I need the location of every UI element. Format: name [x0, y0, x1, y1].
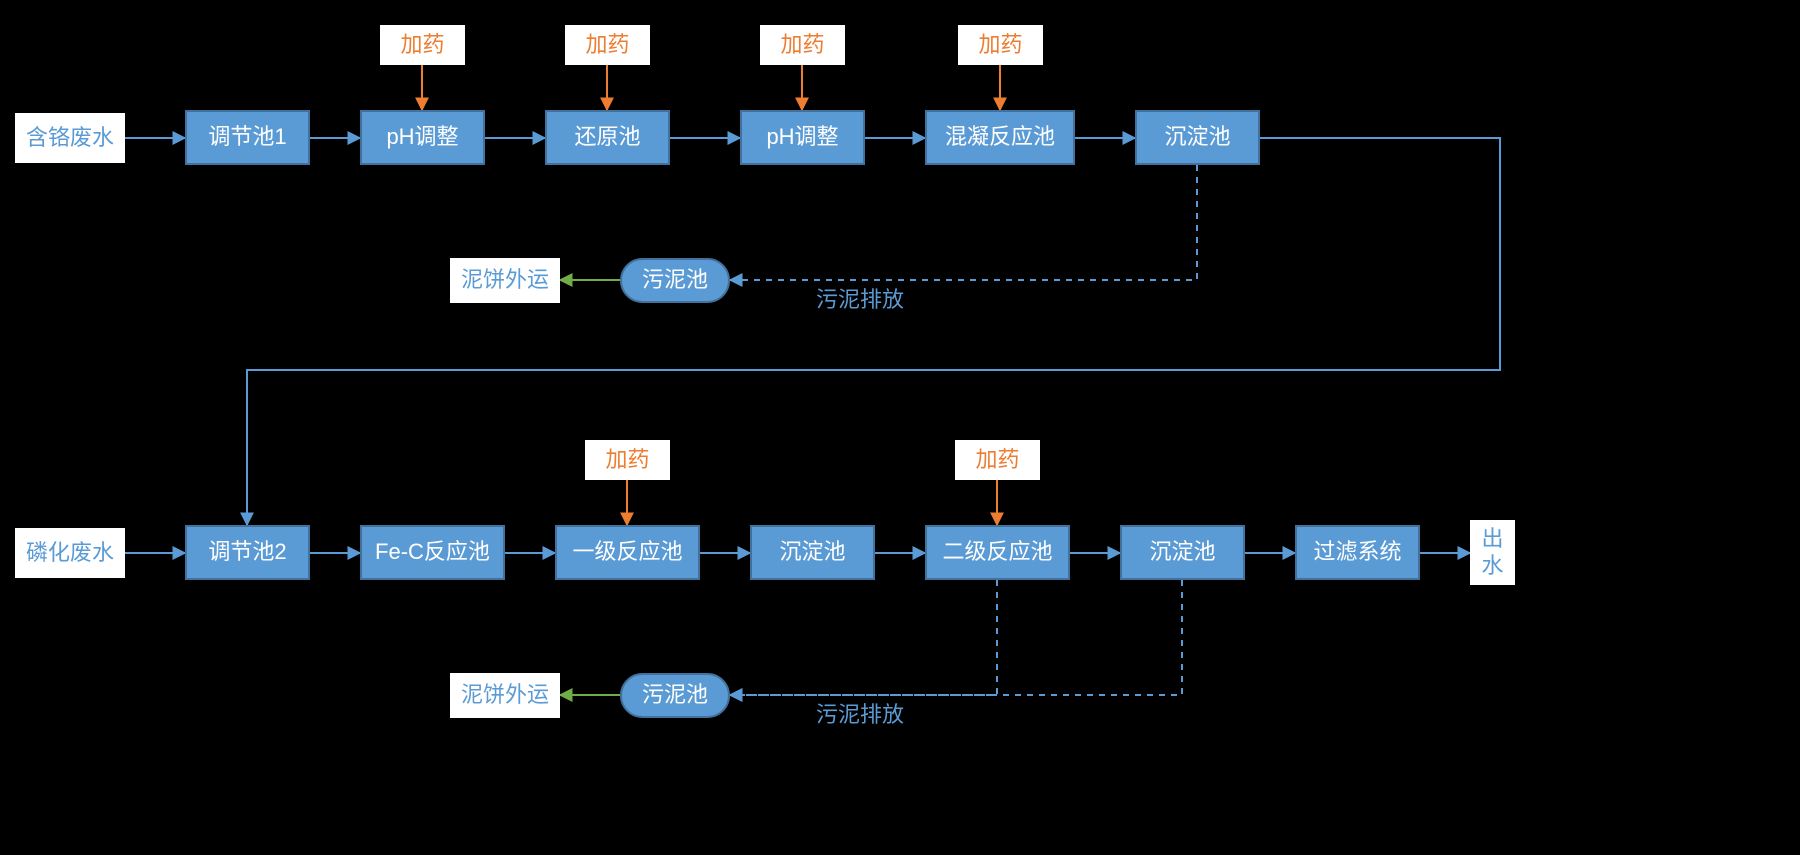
node-sludge1: 污泥池 — [620, 258, 730, 303]
node-label: 加药 — [975, 447, 1019, 473]
node-r2_5: 二级反应池 — [925, 525, 1070, 580]
edge-10 — [730, 165, 1197, 280]
node-r1_3: 还原池 — [545, 110, 670, 165]
node-label: 泥饼外运 — [461, 267, 549, 293]
node-label: 沉淀池 — [1164, 124, 1230, 150]
node-m5: 加药 — [585, 440, 670, 480]
node-label: 污泥池 — [642, 682, 708, 708]
node-label: pH调整 — [386, 124, 458, 150]
node-label: 调节池1 — [208, 124, 286, 150]
node-label: 泥饼外运 — [461, 682, 549, 708]
node-r1_2: pH调整 — [360, 110, 485, 165]
edge-24 — [730, 580, 1182, 695]
node-m2: 加药 — [565, 25, 650, 65]
node-disch2: 污泥排放 — [800, 700, 920, 730]
node-r2_1: 调节池2 — [185, 525, 310, 580]
edge-23 — [730, 580, 997, 695]
node-cake1: 泥饼外运 — [450, 258, 560, 303]
node-label: 含铬废水 — [26, 125, 114, 151]
edge-12 — [247, 138, 1500, 525]
node-label: 污泥排放 — [816, 702, 904, 728]
node-label: 还原池 — [574, 124, 640, 150]
node-r2_2: Fe-C反应池 — [360, 525, 505, 580]
node-r2_7: 过滤系统 — [1295, 525, 1420, 580]
node-label: 一级反应池 — [572, 539, 682, 565]
node-r1_5: 混凝反应池 — [925, 110, 1075, 165]
node-label: 加药 — [400, 32, 444, 58]
node-r2_4: 沉淀池 — [750, 525, 875, 580]
node-label: 过滤系统 — [1313, 539, 1401, 565]
node-label: 污泥排放 — [816, 287, 904, 313]
node-r2_6: 沉淀池 — [1120, 525, 1245, 580]
node-label: 污泥池 — [642, 267, 708, 293]
node-m3: 加药 — [760, 25, 845, 65]
node-label: 加药 — [585, 32, 629, 58]
node-label: 混凝反应池 — [945, 124, 1055, 150]
node-label: 二级反应池 — [942, 539, 1052, 565]
node-r1_6: 沉淀池 — [1135, 110, 1260, 165]
node-m4: 加药 — [958, 25, 1043, 65]
node-label: 出水 — [1472, 526, 1513, 579]
node-label: 磷化废水 — [26, 540, 114, 566]
node-r1_1: 调节池1 — [185, 110, 310, 165]
node-label: 沉淀池 — [1149, 539, 1215, 565]
node-m1: 加药 — [380, 25, 465, 65]
node-label: pH调整 — [766, 124, 838, 150]
node-r1_4: pH调整 — [740, 110, 865, 165]
node-label: 沉淀池 — [779, 539, 845, 565]
node-label: 加药 — [780, 32, 824, 58]
node-in2: 磷化废水 — [15, 528, 125, 578]
node-out: 出水 — [1470, 520, 1515, 585]
node-label: Fe-C反应池 — [375, 539, 490, 565]
node-disch1: 污泥排放 — [800, 285, 920, 315]
node-cake2: 泥饼外运 — [450, 673, 560, 718]
flowchart-canvas: 含铬废水调节池1pH调整还原池pH调整混凝反应池沉淀池加药加药加药加药泥饼外运污… — [0, 0, 1800, 855]
node-label: 调节池2 — [208, 539, 286, 565]
node-label: 加药 — [978, 32, 1022, 58]
node-in1: 含铬废水 — [15, 113, 125, 163]
node-label: 加药 — [605, 447, 649, 473]
node-m6: 加药 — [955, 440, 1040, 480]
node-sludge2: 污泥池 — [620, 673, 730, 718]
node-r2_3: 一级反应池 — [555, 525, 700, 580]
